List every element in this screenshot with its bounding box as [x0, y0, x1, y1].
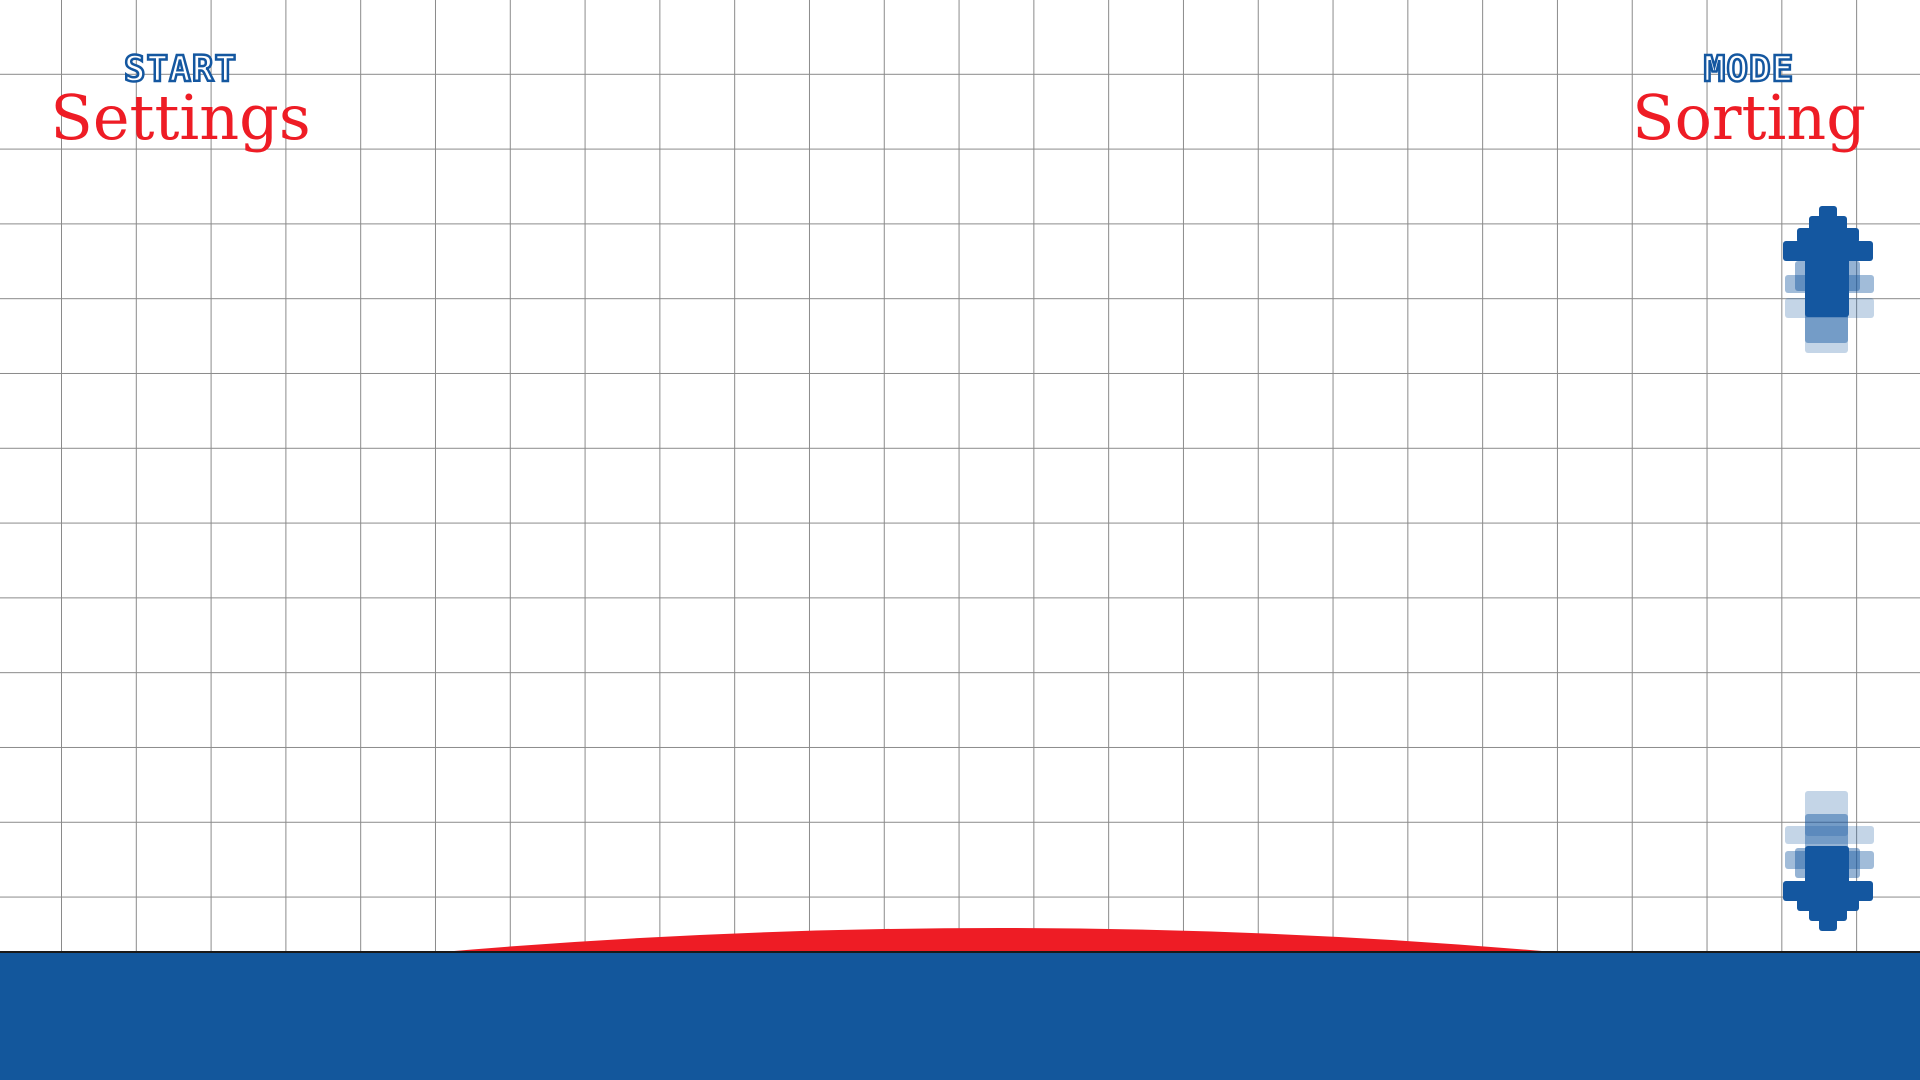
blue-floor	[0, 953, 1920, 1080]
start-settings-menu: START Settings	[50, 49, 310, 151]
arrow-down-icon[interactable]	[1780, 786, 1876, 936]
arrow-up-icon[interactable]	[1780, 203, 1876, 363]
red-platform-mound	[430, 928, 1565, 953]
settings-title[interactable]: Settings	[50, 81, 311, 154]
ground-edge-line	[0, 951, 1920, 953]
ground	[0, 928, 1920, 1080]
grid-background	[0, 0, 1920, 955]
start-caption[interactable]: START	[123, 49, 238, 90]
mode-caption[interactable]: MODE	[1702, 49, 1795, 90]
sorting-title[interactable]: Sorting	[1632, 81, 1866, 154]
mode-sorting-menu: MODE Sorting	[1632, 49, 1866, 151]
